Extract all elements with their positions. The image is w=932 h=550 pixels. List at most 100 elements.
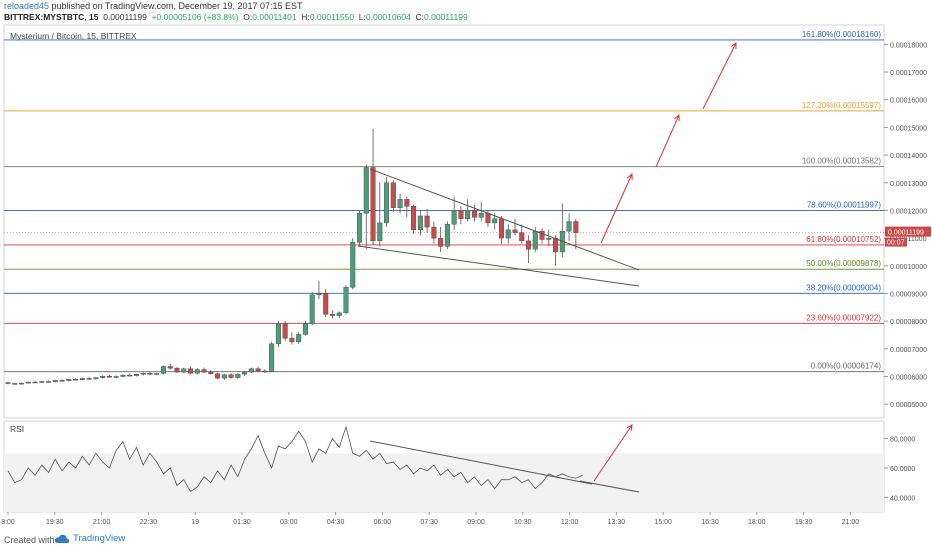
candle-body — [451, 210, 457, 225]
x-tick-label: 10:30 — [514, 519, 532, 526]
x-tick-label: 16:30 — [701, 519, 719, 526]
y-tick-label: 0.00009000 — [890, 291, 927, 298]
fib-label: 38.20%(0.00009004) — [806, 283, 881, 292]
x-tick-label: 13:30 — [608, 519, 626, 526]
x-tick-label: 22:30 — [140, 519, 158, 526]
x-tick-label: 12:00 — [561, 519, 579, 526]
candle-body — [160, 366, 166, 374]
candle-body — [512, 229, 518, 233]
last-close: 0.00011199 — [103, 12, 147, 22]
chart-header: reloaded45 published on TradingView.com,… — [0, 0, 932, 24]
candle-body — [336, 312, 342, 316]
candle-body — [100, 376, 106, 378]
y-tick-label: 0.00008000 — [890, 319, 927, 326]
x-tick-label: 01:30 — [233, 519, 251, 526]
close-label: C: — [415, 12, 425, 22]
candle-body — [5, 382, 11, 384]
y-tick-label: 0.00016000 — [890, 98, 927, 105]
tradingview-brand: TradingView — [73, 533, 126, 544]
fib-label: 23.60%(0.00007922) — [806, 313, 881, 322]
candle-body — [566, 221, 572, 232]
rsi-tick-label: 60.0000 — [890, 466, 915, 473]
x-tick-label: 21:00 — [93, 519, 111, 526]
candle-body — [188, 368, 194, 374]
candle-body — [113, 376, 119, 378]
countdown-badge — [885, 237, 907, 247]
y-tick-label: 0.00012000 — [890, 208, 927, 215]
open-label: O: — [243, 12, 253, 22]
candle-body — [147, 372, 153, 375]
candle-body — [25, 381, 31, 384]
low-value: 0.00010604 — [365, 12, 411, 22]
publish-line: reloaded45 published on TradingView.com,… — [4, 1, 303, 11]
candle-body — [52, 380, 58, 382]
candle-body — [444, 224, 450, 247]
last-price-badge — [885, 226, 931, 237]
y-tick-label: 0.00011000 — [890, 236, 927, 243]
x-tick-label: 07:30 — [420, 519, 438, 526]
candle-body — [438, 237, 444, 247]
candle-body — [154, 373, 160, 375]
candle-body — [478, 212, 484, 218]
projection-arrow-3 — [702, 42, 737, 110]
open-value: 0.00011401 — [252, 12, 297, 22]
candle-body — [458, 210, 464, 219]
candle-body — [309, 294, 315, 325]
x-tick-label: 21:00 — [842, 519, 860, 526]
fib-label: 100.00%(0.00013582) — [802, 157, 882, 166]
candle-body — [526, 240, 532, 250]
author-link[interactable]: reloaded45 — [4, 1, 50, 11]
candle-body — [66, 379, 72, 382]
last-price-label: 0.00011199 — [888, 230, 924, 237]
rsi-title: RSI — [10, 424, 24, 434]
fib-label: 161.80%(0.00018160) — [802, 30, 882, 39]
x-tick-label: 19 — [191, 519, 199, 526]
candle-body — [221, 374, 227, 379]
candle-body — [485, 212, 491, 224]
footer: Created with TradingView — [0, 533, 932, 550]
candle-body — [539, 230, 545, 240]
x-tick-label: 15:00 — [654, 519, 672, 526]
candle-body — [296, 334, 302, 343]
y-tick-label: 0.00017000 — [890, 70, 927, 77]
ohlc-line: BITTREX:MYSTBTC, 15 0.00011199 +0.000051… — [4, 12, 468, 22]
rsi-trendline-2 — [579, 480, 640, 493]
fib-label: 127.20%(0.00015597) — [802, 101, 882, 110]
high-value: 0.00011550 — [309, 12, 355, 22]
candle-body — [106, 376, 112, 378]
projection-arrow-2 — [655, 114, 680, 168]
x-tick-label: 19:30 — [46, 519, 64, 526]
candle-body — [302, 323, 308, 335]
candle-body — [357, 212, 363, 243]
rsi-tick-label: 40.0000 — [890, 495, 915, 502]
x-tick-label: 03:00 — [280, 519, 298, 526]
rsi-band — [4, 453, 884, 512]
x-tick-label: 09:00 — [467, 519, 485, 526]
high-label: H: — [301, 12, 310, 22]
candle-body — [39, 381, 45, 383]
y-tick-label: 0.00006000 — [890, 374, 927, 381]
candle-body — [417, 215, 423, 231]
candle-body — [323, 293, 329, 315]
candle-body — [262, 370, 268, 373]
publish-info: published on TradingView.com, December 1… — [49, 1, 303, 11]
main-pane — [3, 24, 885, 419]
candle-body — [248, 368, 254, 373]
candle-body — [377, 222, 383, 242]
candle-body — [46, 381, 52, 383]
tradingview-logo[interactable]: TradingView — [54, 533, 125, 544]
cloud-icon — [54, 534, 70, 543]
candle-body — [316, 293, 322, 296]
candle-body — [181, 368, 187, 373]
candle-body — [140, 372, 146, 375]
candle-body — [255, 368, 261, 372]
candle-body — [384, 182, 390, 224]
candle-body — [390, 182, 396, 208]
rsi-trendline-1 — [369, 440, 593, 485]
candle-body — [289, 338, 295, 343]
candle-body — [275, 323, 281, 345]
candle-body — [228, 374, 234, 378]
x-tick-label: 04:30 — [327, 519, 345, 526]
projection-arrow-2-head — [674, 113, 680, 122]
y-tick-label: 0.00010000 — [890, 264, 927, 271]
